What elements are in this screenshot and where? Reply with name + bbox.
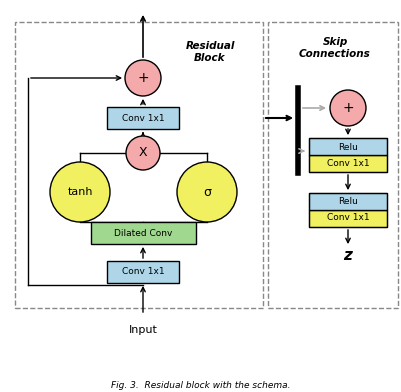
Bar	[308, 193, 386, 210]
Text: Conv 1x1: Conv 1x1	[122, 114, 164, 123]
Bar	[308, 210, 386, 227]
Text: σ: σ	[203, 185, 211, 198]
Text: z: z	[343, 247, 352, 263]
Text: X: X	[138, 147, 147, 160]
Text: +: +	[137, 71, 148, 85]
Text: Conv 1x1: Conv 1x1	[326, 158, 369, 167]
Text: Input: Input	[128, 325, 157, 335]
Text: Conv 1x1: Conv 1x1	[122, 267, 164, 276]
Bar	[107, 261, 178, 283]
Bar	[308, 138, 386, 155]
Bar	[308, 155, 386, 172]
Circle shape	[50, 162, 110, 222]
Text: Conv 1x1: Conv 1x1	[326, 214, 369, 223]
Bar	[15, 22, 262, 308]
Circle shape	[125, 60, 160, 96]
Text: Relu: Relu	[337, 143, 357, 151]
Text: Residual
Block: Residual Block	[185, 41, 234, 63]
Text: +: +	[341, 101, 353, 115]
Circle shape	[126, 136, 160, 170]
Circle shape	[176, 162, 237, 222]
Bar	[267, 22, 397, 308]
Bar	[308, 193, 386, 227]
Text: tanh: tanh	[67, 187, 93, 197]
Text: Fig. 3.  Residual block with the schema.: Fig. 3. Residual block with the schema.	[111, 381, 290, 390]
Text: Skip
Connections: Skip Connections	[298, 37, 370, 59]
Text: Dilated Conv: Dilated Conv	[114, 229, 172, 238]
Circle shape	[329, 90, 365, 126]
Text: Relu: Relu	[337, 198, 357, 207]
Bar	[308, 138, 386, 172]
Bar	[91, 222, 196, 244]
Bar	[107, 107, 178, 129]
